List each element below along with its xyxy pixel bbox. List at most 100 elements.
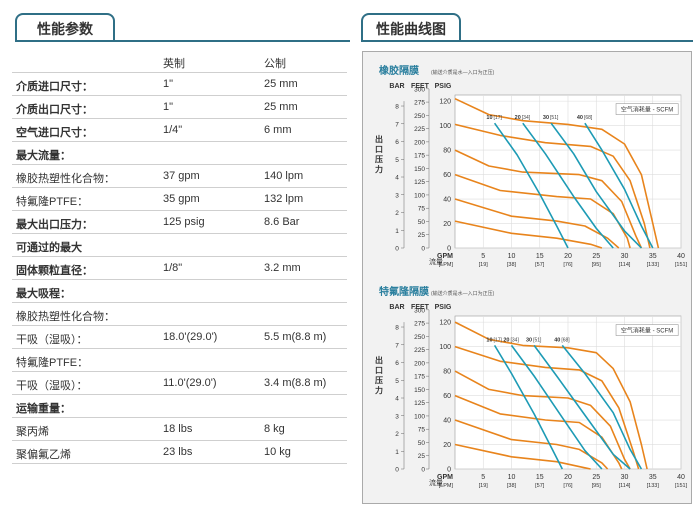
air-consumption-curve [493, 344, 564, 470]
legend-text: 空气消耗量 - SCFM [621, 106, 673, 114]
feet-tick-label: 175 [414, 374, 425, 381]
feet-tick-label: 150 [414, 387, 425, 394]
feet-tick-label: 50 [418, 219, 426, 226]
feet-tick-label: 150 [414, 166, 425, 173]
bar-tick-label: 6 [395, 360, 399, 367]
legend-box [615, 324, 679, 336]
pressure-curve [454, 345, 640, 470]
spec-row: 干吸（湿吸）： 18.0'(29.0') 5.5 m(8.8 m) [12, 326, 347, 349]
tab-performance-curves[interactable]: 性能曲线图 [361, 13, 461, 42]
spec-label: 空气进口尺寸： [16, 127, 93, 139]
spec-imperial: 1/4" [163, 124, 183, 136]
pressure-curve [454, 173, 631, 249]
psig-tick-label: 60 [443, 393, 451, 400]
air-label-value: 30 [526, 337, 532, 343]
bar-tick-label: 3 [395, 413, 399, 420]
feet-tick-label: 275 [414, 100, 425, 107]
psig-tick-label: 100 [439, 344, 451, 351]
spec-imperial: 1" [163, 101, 174, 113]
spec-label: 最大出口压力： [16, 219, 93, 231]
spec-label: 固体颗粒直径： [16, 265, 93, 277]
y-axis-label-char: 压 [375, 155, 383, 164]
gpm-tick-label: 35 [649, 474, 657, 481]
spec-row: 空气进口尺寸： 1/4" 6 mm [12, 119, 347, 142]
spec-header-row: 英制 公制 [12, 50, 347, 73]
tab-label: 性能曲线图 [376, 20, 446, 37]
feet-tick-label: 25 [418, 453, 426, 460]
feet-tick-label: 125 [414, 400, 425, 407]
feet-tick-label: 250 [414, 334, 425, 341]
unit-psig-header: PSIG [435, 304, 452, 311]
spec-imperial: 1/8" [163, 262, 183, 274]
gpm-tick-label: 5 [481, 253, 485, 260]
spec-label: 运输重量： [16, 403, 71, 415]
spec-row: 特氟隆PTFE： 35 gpm 132 lpm [12, 188, 347, 211]
gpm-tick-label: 25 [592, 474, 600, 481]
bar-tick-label: 8 [395, 325, 399, 332]
lpm-unit-label: [LPM] [439, 262, 454, 268]
spec-label: 介质进口尺寸： [16, 81, 93, 93]
lpm-tick-label: [57] [535, 262, 545, 268]
lpm-tick-label: [95] [592, 262, 602, 268]
feet-tick-label: 225 [414, 126, 425, 133]
chart-title: 特氟隆隔膜 [379, 285, 429, 298]
gpm-tick-label: 40 [677, 253, 685, 260]
lpm-tick-label: [151] [675, 483, 688, 489]
spec-label: 聚偏氟乙烯 [16, 449, 71, 461]
feet-tick-label: 225 [414, 347, 425, 354]
spec-metric: 8.6 Bar [264, 216, 300, 228]
gpm-unit-label: GPM [437, 253, 453, 260]
feet-tick-label: 200 [414, 360, 425, 367]
pressure-curve [454, 419, 609, 470]
air-label-value: 20 [515, 115, 521, 121]
spec-metric: 5.5 m(8.8 m) [264, 331, 327, 343]
lpm-tick-label: [114] [619, 262, 631, 268]
feet-tick-label: 175 [414, 153, 425, 160]
psig-tick-label: 20 [443, 221, 451, 228]
spec-row: 介质进口尺寸： 1" 25 mm [12, 73, 347, 96]
lpm-tick-label: [95] [592, 483, 602, 489]
spec-label: 可通过的最大 [16, 242, 82, 254]
air-label-value: 40 [554, 337, 560, 343]
spec-metric: 132 lpm [264, 193, 304, 205]
psig-tick-label: 40 [443, 418, 451, 425]
psig-tick-label: 0 [447, 467, 451, 474]
tab-label: 性能参数 [37, 20, 93, 37]
unit-feet-header: FEET [411, 83, 430, 90]
bar-tick-label: 1 [395, 449, 399, 456]
feet-tick-label: 0 [421, 246, 425, 253]
feet-tick-label: 125 [414, 179, 425, 186]
performance-charts-svg: 橡胶隔膜 (输送介质是水—入口为正压)BAR FEET PSIG02040608010… [375, 64, 688, 489]
spec-row: 最大吸程： [12, 280, 347, 303]
lpm-tick-label: [76] [563, 262, 573, 268]
lpm-tick-label: [114] [619, 483, 631, 489]
gpm-tick-label: 5 [481, 474, 485, 481]
air-consumption-curve [510, 344, 603, 470]
feet-tick-label: 75 [418, 206, 426, 213]
spec-metric: 25 mm [264, 101, 298, 113]
gpm-tick-label: 20 [564, 474, 572, 481]
y-axis-label-char: 压 [375, 376, 383, 385]
feet-tick-label: 0 [421, 467, 425, 474]
spec-label: 特氟隆PTFE： [16, 357, 89, 369]
feet-tick-label: 250 [414, 113, 425, 120]
psig-tick-label: 100 [439, 123, 451, 130]
air-label-value: 40 [577, 115, 583, 121]
air-consumption-curve [533, 344, 631, 470]
gpm-tick-label: 35 [649, 253, 657, 260]
tab-underline-left [15, 40, 350, 42]
tab-performance-params[interactable]: 性能参数 [15, 13, 115, 42]
bar-tick-label: 4 [395, 175, 399, 182]
psig-tick-label: 120 [439, 320, 451, 327]
spec-label: 特氟隆PTFE： [16, 196, 89, 208]
psig-tick-label: 40 [443, 197, 451, 204]
spec-imperial: 125 psig [163, 216, 205, 228]
spec-metric: 8 kg [264, 423, 285, 435]
bar-tick-label: 4 [395, 396, 399, 403]
spec-row: 最大流量： [12, 142, 347, 165]
legend-text: 空气消耗量 - SCFM [621, 327, 673, 335]
spec-table: 英制 公制 介质进口尺寸： 1" 25 mm 介质出口尺寸： 1" 25 mm 空气进口尺寸… [12, 50, 347, 464]
spec-row: 介质出口尺寸： 1" 25 mm [12, 96, 347, 119]
air-label-lpm: [17] [494, 337, 503, 343]
gpm-tick-label: 10 [508, 474, 516, 481]
